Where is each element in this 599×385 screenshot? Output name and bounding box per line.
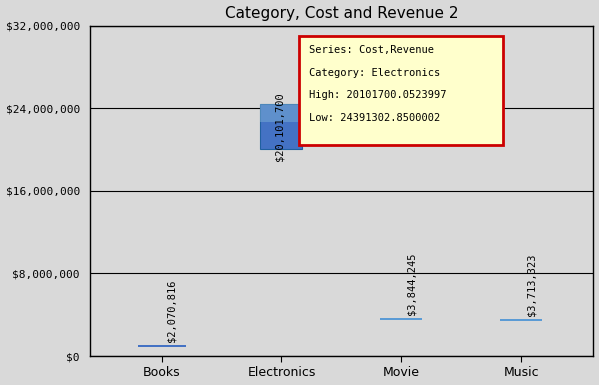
FancyBboxPatch shape — [300, 36, 503, 144]
Text: High: 20101700.0523997: High: 20101700.0523997 — [309, 90, 447, 100]
Text: $2,070,816: $2,070,816 — [166, 279, 176, 341]
Bar — [261, 104, 302, 122]
Text: Category: Electronics: Category: Electronics — [309, 68, 440, 78]
Text: $3,844,245: $3,844,245 — [406, 252, 416, 315]
Text: Low: 24391302.8500002: Low: 24391302.8500002 — [309, 113, 440, 123]
Text: $20,101,700: $20,101,700 — [274, 92, 284, 161]
Text: Series: Cost,Revenue: Series: Cost,Revenue — [309, 45, 434, 55]
Text: $3,713,323: $3,713,323 — [526, 253, 536, 316]
Bar — [138, 345, 186, 346]
Title: Category, Cost and Revenue 2: Category, Cost and Revenue 2 — [225, 5, 458, 20]
Bar — [500, 319, 543, 321]
Bar — [380, 318, 422, 320]
Bar — [261, 104, 302, 149]
